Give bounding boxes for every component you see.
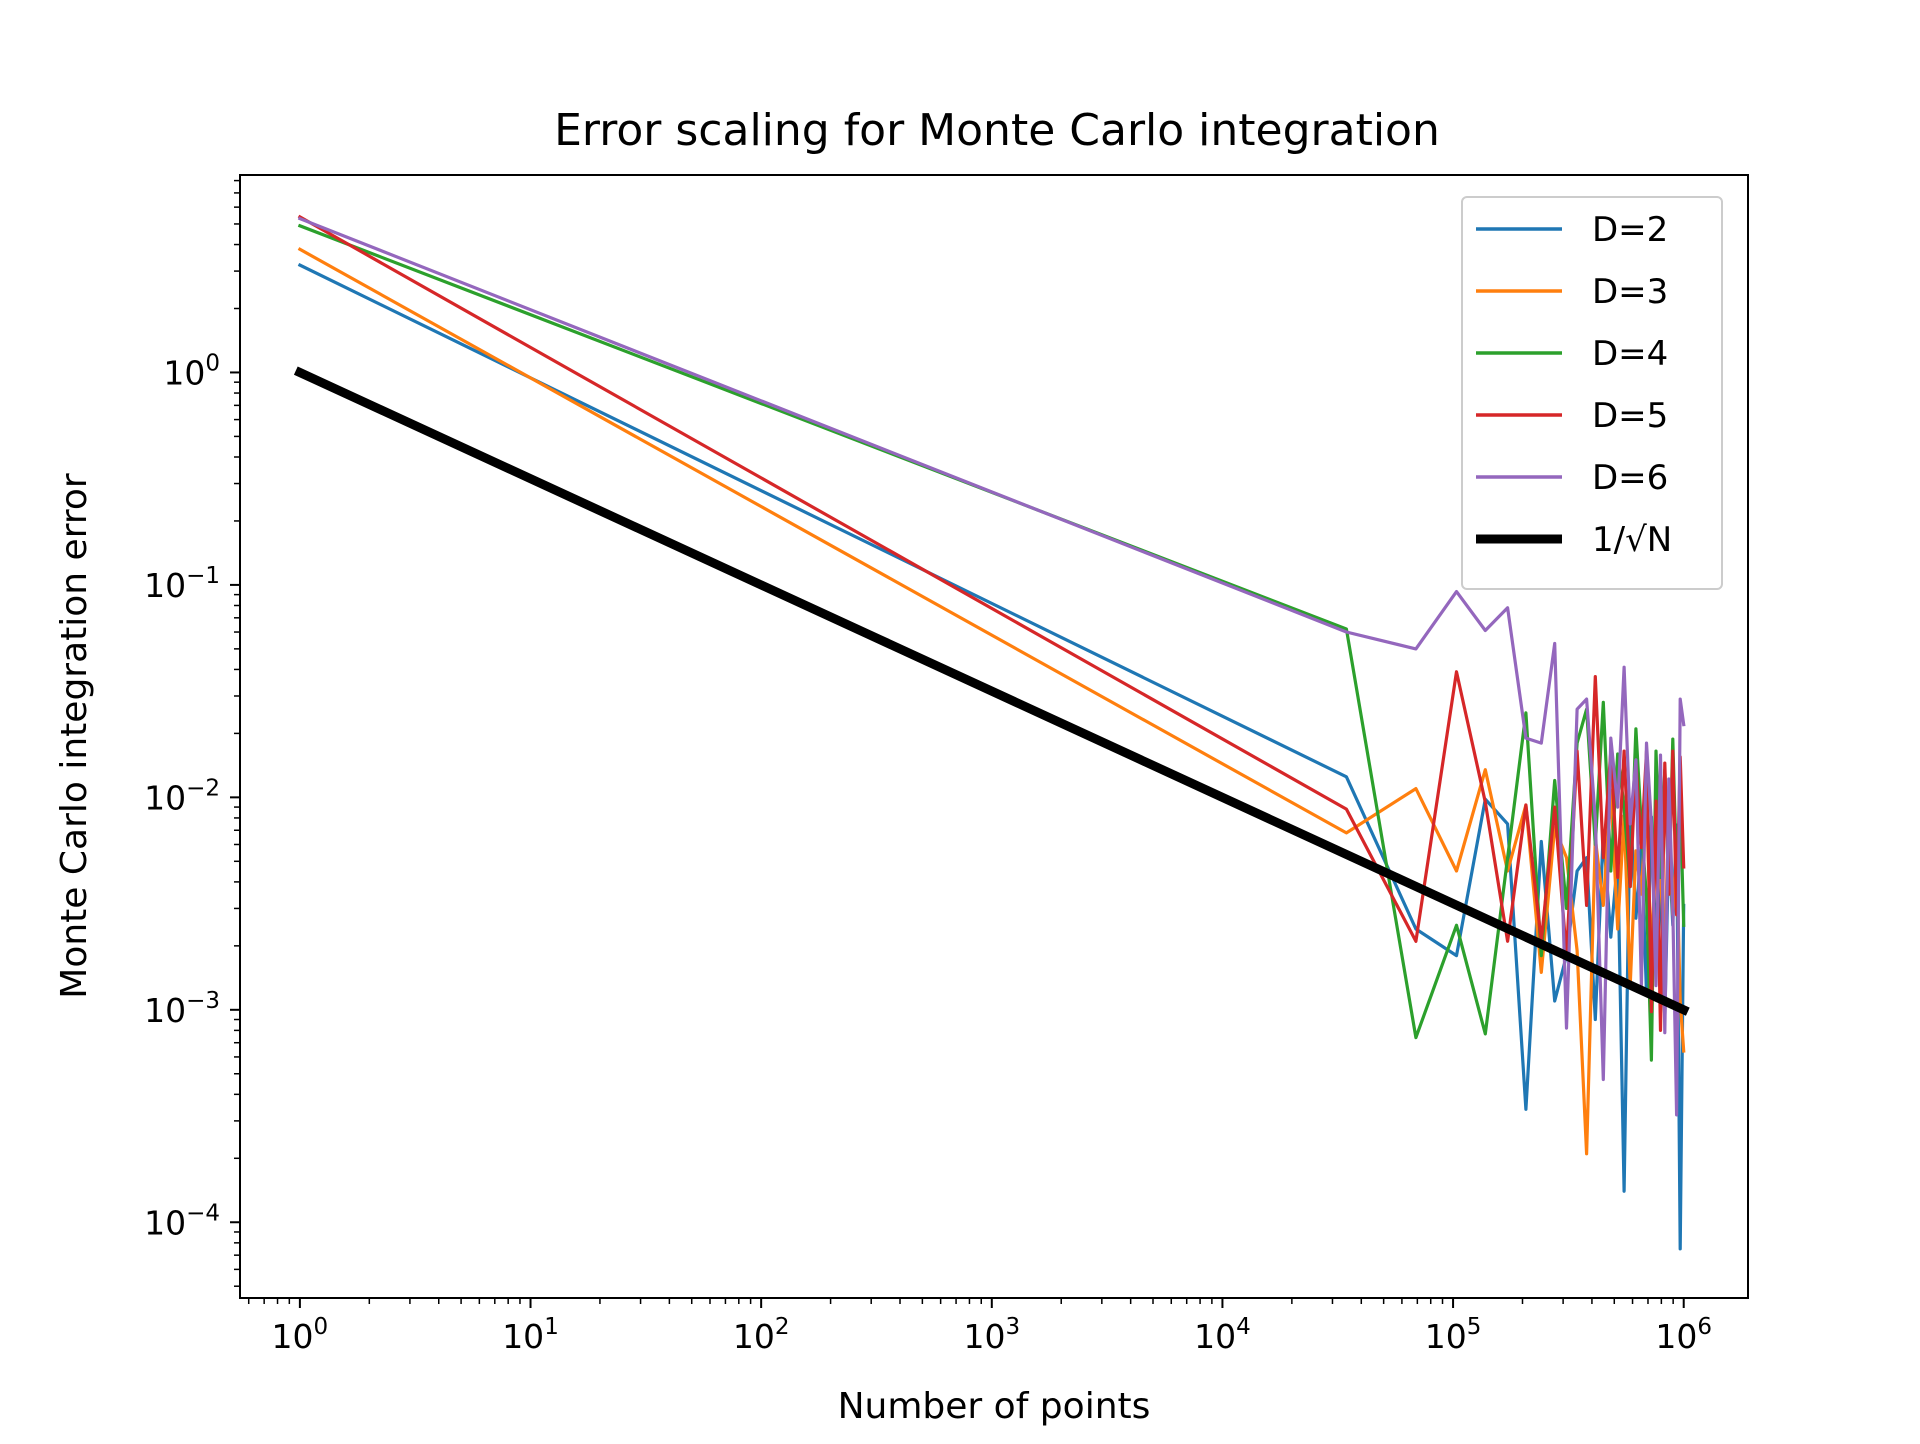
- x-tick-label-1: 101: [502, 1314, 559, 1356]
- chart-title: Error scaling for Monte Carlo integratio…: [554, 105, 1440, 156]
- x-tick-label-2: 102: [733, 1314, 790, 1356]
- y-tick-exponent: −3: [186, 988, 220, 1014]
- y-tick-exponent: −2: [186, 775, 220, 801]
- legend-label-1: D=3: [1592, 272, 1668, 312]
- x-tick-label-4: 104: [1194, 1314, 1251, 1356]
- x-tick-label-0: 100: [272, 1314, 329, 1356]
- y-tick-label-2: 10−2: [144, 775, 220, 817]
- x-tick-base: 10: [733, 1317, 775, 1356]
- x-tick-base: 10: [1425, 1317, 1467, 1356]
- y-tick-label-4: 10−4: [144, 1200, 220, 1242]
- y-tick-exponent: 0: [205, 350, 220, 376]
- x-tick-exponent: 1: [544, 1314, 559, 1340]
- legend-label-4: D=6: [1592, 458, 1668, 498]
- y-tick-base: 10: [144, 566, 186, 605]
- x-tick-base: 10: [1194, 1317, 1236, 1356]
- series-line-4: [297, 216, 1686, 1117]
- y-tick-exponent: −4: [186, 1200, 220, 1226]
- y-tick-label-1: 10−1: [144, 563, 220, 605]
- x-tick-label-3: 103: [963, 1314, 1020, 1356]
- x-tick-base: 10: [1655, 1317, 1697, 1356]
- x-tick-base: 10: [963, 1317, 1005, 1356]
- y-tick-base: 10: [144, 991, 186, 1030]
- y-tick-base: 10: [144, 1203, 186, 1242]
- x-tick-base: 10: [502, 1317, 544, 1356]
- y-axis-title: Monte Carlo integration error: [54, 473, 95, 999]
- x-axis: 100 101 102 103 104 105 106: [247, 1298, 1712, 1356]
- x-tick-exponent: 6: [1697, 1314, 1712, 1340]
- x-tick-exponent: 5: [1467, 1314, 1482, 1340]
- x-tick-exponent: 0: [314, 1314, 329, 1340]
- x-axis-title: Number of points: [838, 1386, 1151, 1427]
- legend-label-2: D=4: [1592, 334, 1668, 374]
- series-line-5: [293, 366, 1690, 1016]
- legend-label-0: D=2: [1592, 210, 1668, 250]
- series-layer: [293, 214, 1690, 1251]
- plot-frame: [239, 174, 1749, 1299]
- y-tick-base: 10: [163, 353, 205, 392]
- legend-label-3: D=5: [1592, 396, 1668, 436]
- x-tick-exponent: 4: [1236, 1314, 1251, 1340]
- x-tick-exponent: 3: [1005, 1314, 1020, 1340]
- x-tick-label-6: 106: [1655, 1314, 1712, 1356]
- legend: D=2 D=3 D=4 D=5 D=6 1/√N: [1461, 196, 1723, 590]
- legend-frame: [1461, 196, 1723, 590]
- legend-label-5: 1/√N: [1592, 520, 1672, 560]
- y-tick-label-0: 100: [163, 350, 220, 392]
- x-tick-label-5: 105: [1425, 1314, 1482, 1356]
- x-tick-base: 10: [272, 1317, 314, 1356]
- x-tick-exponent: 2: [775, 1314, 790, 1340]
- y-tick-exponent: −1: [186, 563, 220, 589]
- y-tick-label-3: 10−3: [144, 988, 220, 1030]
- y-tick-base: 10: [144, 778, 186, 817]
- series-line-3: [297, 214, 1686, 1033]
